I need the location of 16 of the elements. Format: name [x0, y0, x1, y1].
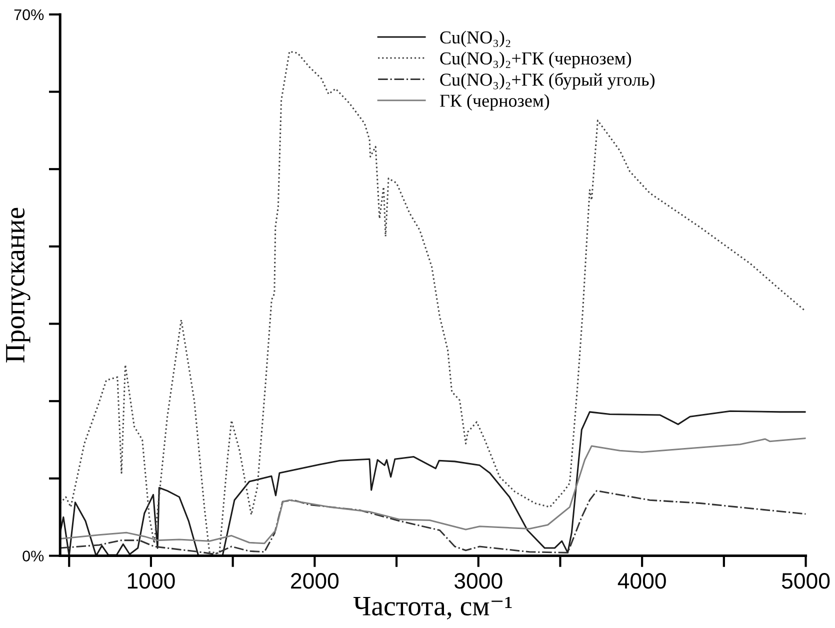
line-series — [60, 490, 806, 555]
x-tick-label: 2000 — [291, 573, 339, 589]
line-series — [60, 50, 806, 554]
y-tick-label: 0% — [22, 550, 44, 562]
x-tick-label: 1000 — [128, 573, 175, 589]
x-axis-title: Частота, см⁻¹ — [353, 596, 512, 620]
legend-label: Cu(NO₃)₂ — [440, 30, 510, 48]
x-tick-label: 3000 — [454, 573, 502, 589]
legend-label: Cu(NO₃)₂+ГК (чернозем) — [440, 52, 632, 68]
legend-label: Cu(NO₃)₂+ГК (бурый уголь) — [440, 72, 655, 90]
x-tick-label: 4000 — [618, 573, 666, 589]
line-series — [60, 437, 806, 544]
legend-label: ГК (чернозем) — [440, 94, 550, 111]
y-tick-label: 70% — [14, 9, 44, 20]
y-axis-title: Пропускание — [6, 208, 30, 363]
x-tick-label: 5000 — [782, 573, 830, 589]
